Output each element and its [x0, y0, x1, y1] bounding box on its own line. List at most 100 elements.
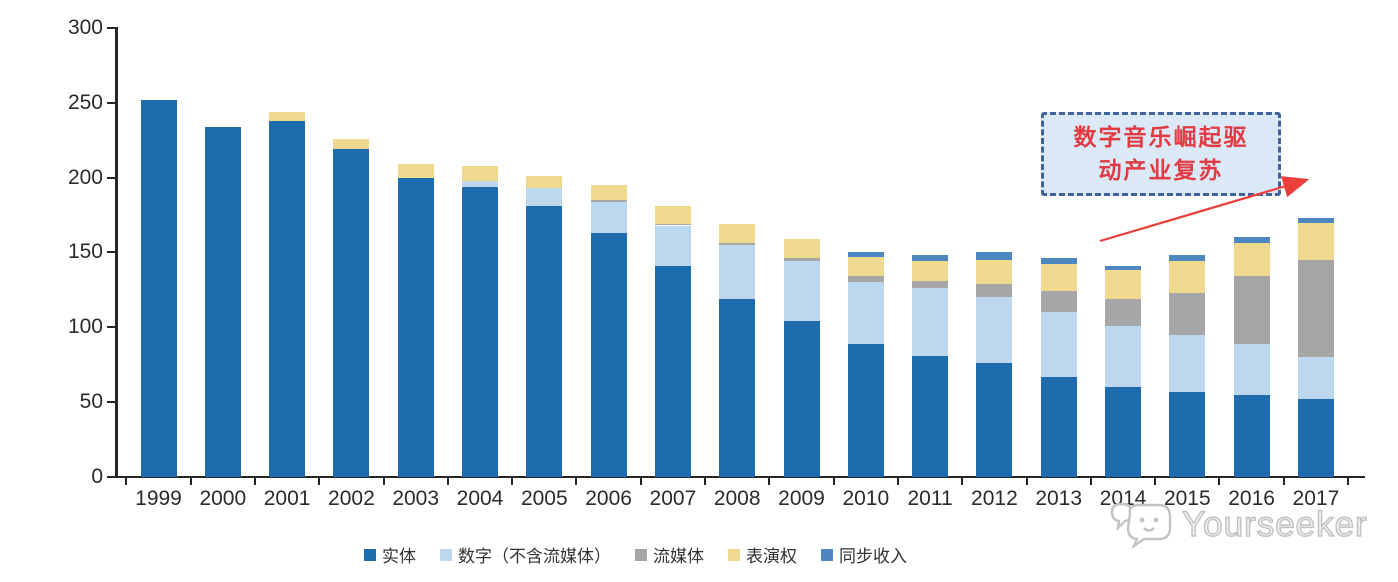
bar-segment-physical-2011 — [912, 355, 949, 477]
bar-segment-physical-2009 — [783, 321, 820, 477]
x-axis-tick — [511, 478, 514, 485]
bar-segment-streaming-2010 — [847, 276, 884, 283]
x-axis-tick — [253, 478, 256, 485]
bar-segment-performance-2013 — [1040, 264, 1077, 292]
bar-segment-digital-2014 — [1105, 325, 1141, 388]
bar-segment-digital-2016 — [1233, 343, 1270, 395]
bar-segment-streaming-2016 — [1233, 276, 1270, 344]
x-tick-label-2013: 2013 — [1035, 487, 1083, 510]
x-axis-tick — [639, 478, 642, 485]
bar-segment-physical-2002 — [333, 149, 370, 477]
y-axis-tick — [107, 176, 116, 179]
bar-segment-physical-2007 — [654, 265, 691, 477]
bar-segment-physical-2004 — [462, 186, 498, 477]
bar-segment-sync-2015 — [1169, 255, 1206, 262]
legend-label-streaming: 流媒体 — [653, 547, 704, 566]
bar-segment-performance-2004 — [462, 165, 498, 181]
bar-segment-physical-2014 — [1105, 387, 1141, 477]
x-tick-label-2004: 2004 — [456, 487, 504, 510]
legend-item-physical: 实体 — [364, 542, 416, 567]
bar-segment-digital-2013 — [1040, 312, 1077, 377]
bar-segment-streaming-2007 — [654, 224, 691, 226]
bar-segment-streaming-2017 — [1297, 259, 1334, 358]
bar-segment-streaming-2013 — [1040, 291, 1077, 313]
bar-segment-physical-2008 — [719, 298, 756, 477]
legend-item-streaming: 流媒体 — [635, 542, 704, 567]
x-axis-tick — [446, 478, 449, 485]
bar-segment-performance-2012 — [976, 259, 1013, 284]
legend-swatch-performance — [728, 548, 740, 561]
bar-segment-performance-2001 — [269, 111, 306, 121]
bar-segment-physical-2003 — [397, 177, 434, 477]
bar-segment-performance-2016 — [1233, 243, 1270, 277]
x-axis-tick — [704, 478, 707, 485]
y-tick-label: 50 — [79, 390, 103, 414]
y-tick-label: 200 — [67, 165, 103, 189]
bar-segment-streaming-2009 — [783, 258, 820, 262]
bar-segment-performance-2006 — [590, 185, 627, 201]
bar-segment-digital-2015 — [1169, 334, 1206, 392]
bar-segment-streaming-2012 — [976, 283, 1013, 298]
legend-label-performance: 表演权 — [746, 547, 797, 566]
x-tick-label-2006: 2006 — [585, 487, 632, 510]
bar-segment-performance-2007 — [654, 206, 691, 224]
x-axis-tick — [125, 478, 128, 485]
bar-segment-digital-2012 — [976, 297, 1013, 364]
x-axis-tick — [575, 478, 578, 485]
x-tick-label-2014: 2014 — [1099, 487, 1147, 510]
bar-segment-sync-2016 — [1233, 237, 1270, 244]
x-axis-tick — [896, 478, 899, 485]
x-tick-label-2005: 2005 — [520, 487, 568, 510]
bar-segment-performance-2017 — [1297, 222, 1334, 260]
legend-item-performance: 表演权 — [728, 542, 797, 567]
bar-segment-performance-2002 — [333, 138, 370, 150]
bar-segment-streaming-2014 — [1105, 298, 1141, 326]
x-axis-tick — [1282, 478, 1285, 485]
x-axis-tick — [1218, 478, 1221, 485]
x-axis-tick — [1089, 478, 1092, 485]
bar-segment-digital-2004 — [462, 180, 498, 187]
legend-swatch-digital — [440, 548, 452, 561]
bar-segment-sync-2010 — [847, 252, 884, 257]
annotation-line2: 动产业复苏 — [1098, 157, 1224, 183]
legend-label-digital: 数字（不含流媒体） — [458, 547, 611, 566]
legend-label-sync: 同步收入 — [839, 547, 907, 566]
x-axis-tick — [1347, 478, 1350, 485]
x-tick-label-2000: 2000 — [199, 487, 247, 510]
bar-segment-sync-2017 — [1297, 218, 1334, 223]
bar-segment-performance-2010 — [847, 256, 884, 277]
bar-segment-digital-2007 — [654, 225, 691, 266]
y-axis-tick — [107, 476, 116, 478]
bar-segment-performance-2015 — [1169, 261, 1206, 293]
legend-swatch-streaming — [635, 548, 647, 561]
x-axis-tick — [832, 478, 835, 485]
legend-item-sync: 同步收入 — [821, 542, 907, 567]
bar-segment-physical-2015 — [1169, 391, 1206, 477]
x-axis-tick — [382, 478, 385, 485]
x-tick-label-2017: 2017 — [1292, 487, 1340, 510]
bar-segment-physical-2006 — [590, 232, 627, 477]
x-tick-label-2007: 2007 — [649, 487, 697, 510]
y-axis-line — [115, 27, 118, 478]
x-tick-label-2009: 2009 — [778, 487, 825, 510]
legend-swatch-sync — [821, 548, 833, 561]
y-axis-tick — [107, 26, 116, 29]
y-tick-label: 250 — [67, 90, 103, 114]
bar-segment-physical-2013 — [1040, 376, 1077, 477]
watermark-text: Yourseeker — [1181, 504, 1368, 545]
bar-segment-physical-2005 — [526, 206, 563, 477]
bar-segment-digital-2011 — [912, 288, 949, 356]
bar-segment-physical-2016 — [1233, 394, 1270, 477]
bar-segment-physical-2012 — [976, 363, 1013, 477]
bar-segment-physical-2000 — [204, 126, 241, 477]
bar-segment-digital-2006 — [590, 201, 627, 233]
bar-segment-performance-2005 — [526, 176, 563, 189]
y-axis-tick — [107, 401, 116, 404]
x-tick-label-2016: 2016 — [1228, 487, 1275, 510]
bar-segment-digital-2009 — [783, 261, 820, 322]
y-tick-label: 300 — [67, 15, 103, 39]
bar-segment-sync-2011 — [912, 255, 949, 262]
x-axis-tick — [318, 478, 321, 485]
bar-segment-performance-2011 — [912, 261, 949, 281]
